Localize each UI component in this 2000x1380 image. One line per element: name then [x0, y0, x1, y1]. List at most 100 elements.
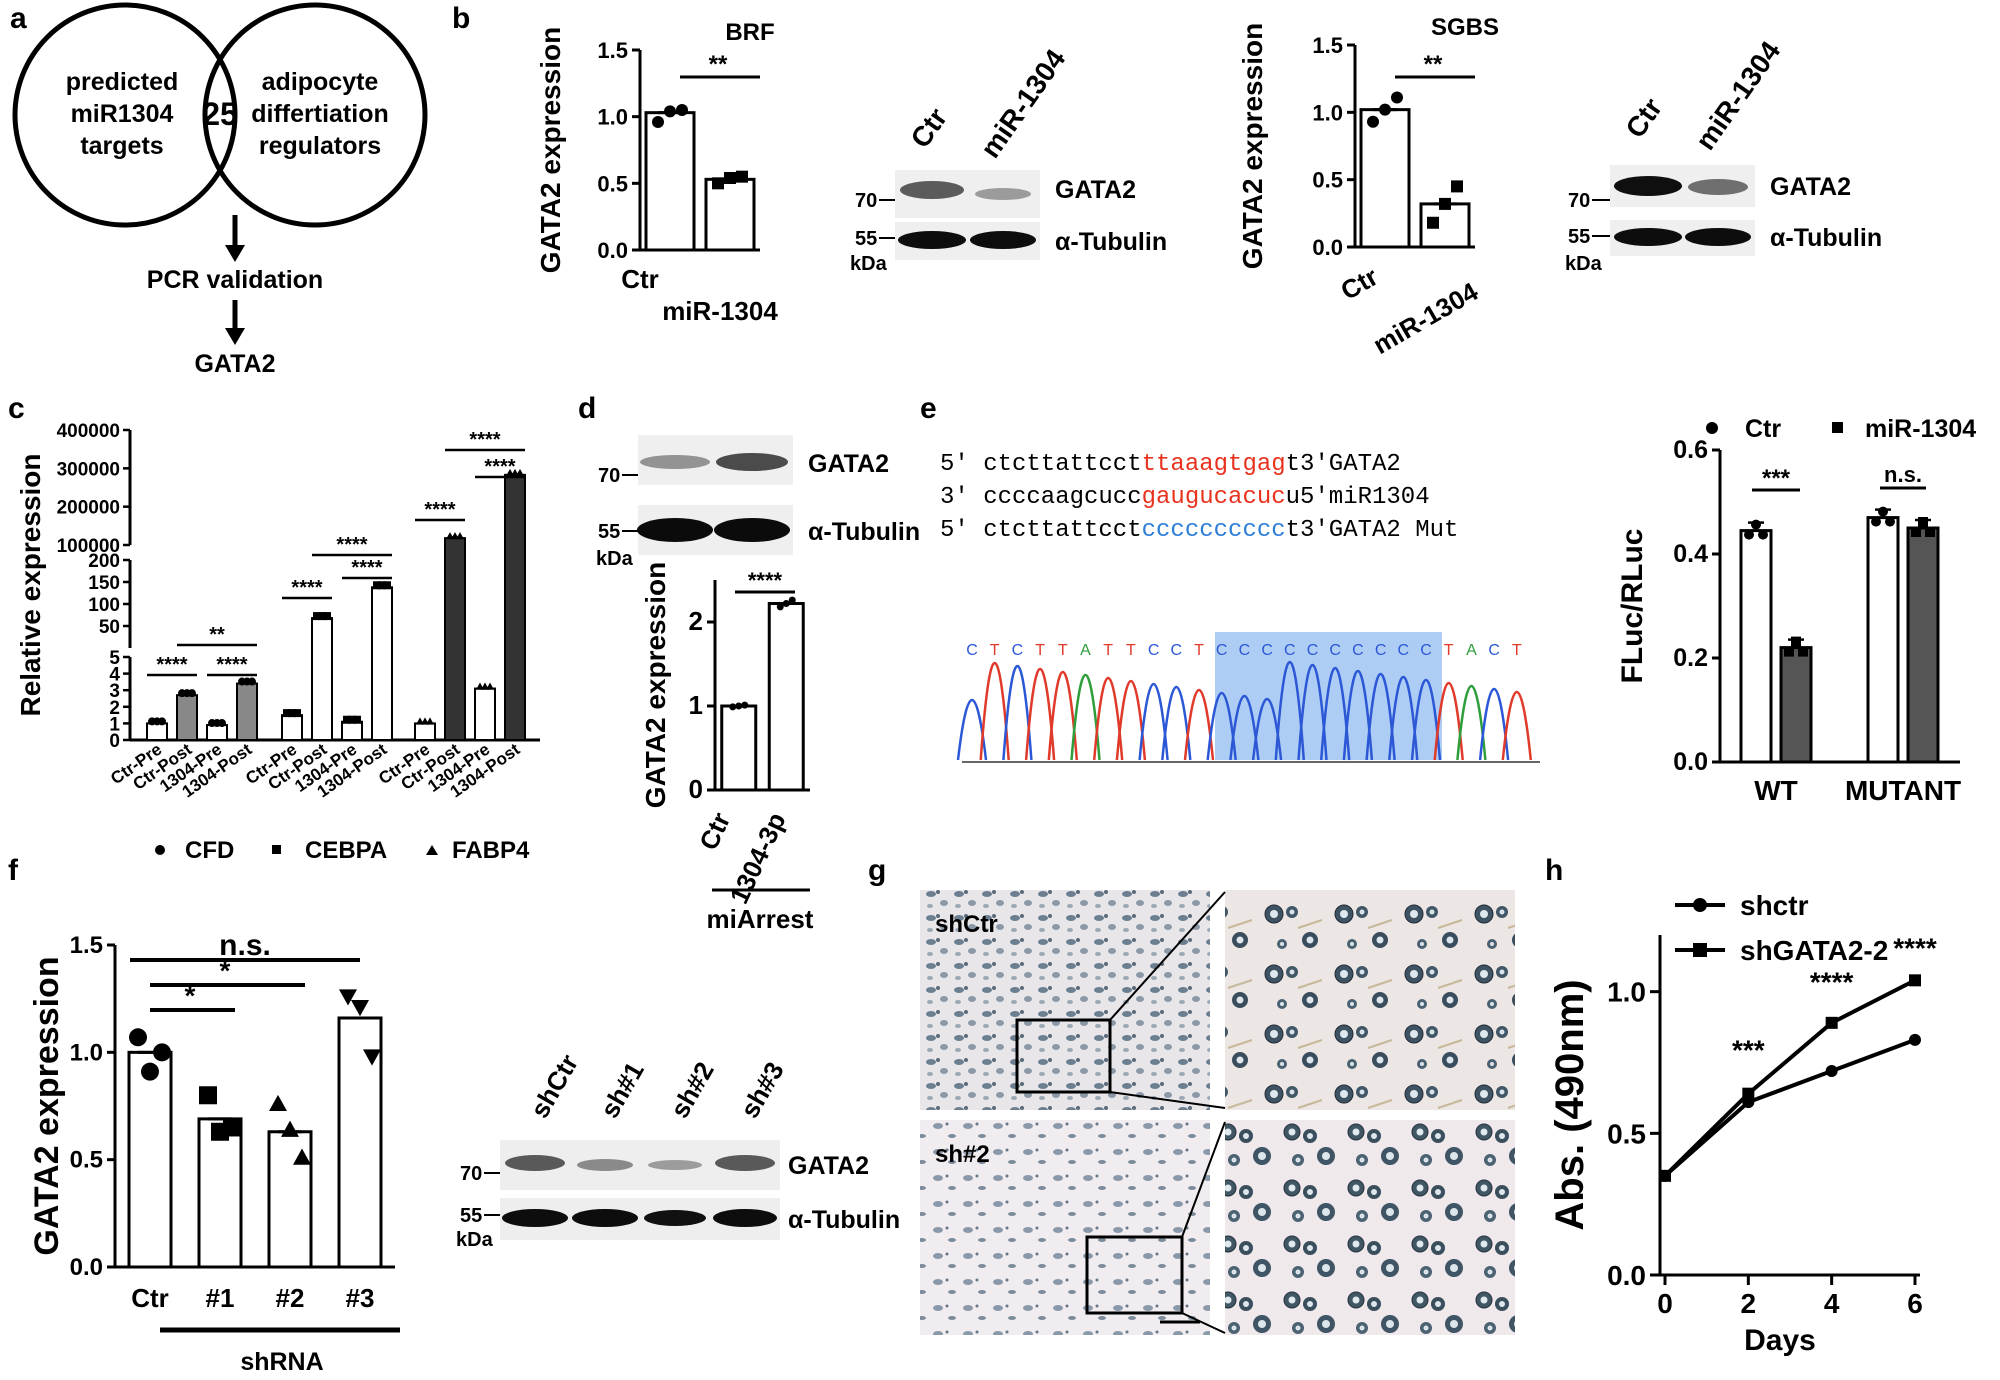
seq-line: ctcttattcctcccccccccct3′ — [983, 517, 1329, 544]
series-line — [1663, 978, 1916, 1178]
legend-marker-circle — [155, 845, 165, 855]
data-point — [313, 612, 321, 621]
significance-label: **** — [216, 654, 247, 676]
venn-left-line: predicted — [66, 68, 179, 96]
bar — [176, 694, 198, 741]
significance-label: *** — [1732, 1035, 1765, 1066]
western-blot-sgbs: Ctr miR-1304 GATA2 α-Tubulin 70 55 kDa — [1565, 35, 1882, 275]
panel-label: b — [452, 2, 470, 35]
significance-label: **** — [156, 654, 187, 676]
data-point — [724, 172, 736, 184]
data-point — [1918, 517, 1928, 527]
significance-label: **** — [469, 429, 500, 451]
x-tick-label: Ctr — [1335, 261, 1383, 306]
significance-label: n.s. — [219, 929, 271, 962]
data-point — [664, 105, 676, 118]
chromatogram-base: C — [966, 642, 978, 659]
western-blot-f: shCtr sh#1 sh#2 sh#3 GATA2 α-Tubulin 70 … — [456, 1049, 900, 1251]
blot-row-label: GATA2 — [788, 1152, 869, 1180]
seq-name: GATA2 Mut — [1329, 517, 1459, 544]
x-tick-label: Ctr — [621, 264, 659, 294]
legend: Ctr miR-1304 — [1706, 415, 1976, 443]
blot-marker: 70 — [598, 465, 620, 487]
bar — [1779, 646, 1813, 764]
chromatogram-peak — [1183, 689, 1215, 761]
bar — [767, 602, 805, 792]
significance-label: * — [220, 955, 231, 986]
chromatogram-base: C — [1352, 642, 1364, 659]
chromatogram-base: T — [1126, 642, 1136, 659]
y-axis-label: GATA2 expression — [1237, 23, 1268, 269]
blot-row-label: α-Tubulin — [1770, 224, 1882, 252]
y-tick-label: 1.0 — [1607, 977, 1646, 1008]
western-blot-brf: Ctr miR-1304 GATA2 α-Tubulin 70 55 kDa — [850, 43, 1167, 275]
y-tick-label: 100000 — [57, 536, 120, 557]
data-point — [378, 581, 386, 590]
significance-label: **** — [748, 568, 783, 593]
bar — [371, 586, 393, 742]
chromatogram-base: C — [1307, 642, 1319, 659]
y-tick-label: 0.5 — [1607, 1118, 1646, 1149]
data-point — [188, 689, 196, 698]
chromatogram-base: A — [1080, 642, 1091, 659]
chromatogram-peak — [1229, 694, 1260, 761]
chromatogram-peak — [1501, 690, 1533, 761]
significance-label: **** — [424, 499, 455, 521]
x-tick-label: 2 — [1741, 1288, 1757, 1319]
micrograph-sh2-overview — [920, 1120, 1210, 1335]
y-tick-label: 0.0 — [1607, 1260, 1646, 1291]
x-tick-label: MUTANT — [1845, 775, 1961, 806]
blot-row-label: GATA2 — [808, 450, 889, 478]
data-point — [1909, 974, 1921, 987]
y-tick-label: 1 — [109, 714, 120, 735]
y-tick-label: 0 — [689, 774, 703, 804]
legend-marker-triangle — [426, 845, 438, 855]
seq-segment: ctcttattcct — [983, 517, 1141, 544]
data-point — [1784, 646, 1794, 657]
chromatogram-peak — [1115, 680, 1147, 761]
chromatogram-peak — [1070, 673, 1101, 761]
panel-f: f 0.0 0.5 1.0 1.5 Ctr #1 #2 #3 GATA2 expression *… — [8, 854, 900, 1376]
chart-title: SGBS — [1431, 14, 1499, 41]
data-point — [735, 702, 743, 710]
bar — [720, 704, 758, 792]
legend-entry: shctr — [1740, 890, 1809, 921]
chromatogram-base: C — [1329, 642, 1341, 659]
y-tick-label: 4 — [109, 665, 120, 686]
y-tick-label: 1 — [689, 690, 703, 720]
legend-entry: miR-1304 — [1865, 415, 1976, 443]
significance-label: **** — [484, 456, 515, 478]
chart-luciferase: 0.0 0.2 0.4 0.6 FLuc/RLuc WT MUTANT *** n.s. — [1616, 436, 1961, 806]
bar — [444, 537, 466, 741]
data-point — [283, 709, 291, 718]
legend-entry: shGATA2-2 — [1740, 935, 1888, 966]
x-tick-label: miR-1304 — [662, 296, 778, 326]
data-point — [293, 1148, 311, 1165]
blot-row-label: α-Tubulin — [788, 1206, 900, 1234]
micrograph-shctr-overview — [920, 890, 1210, 1110]
seq-segment: t3′ — [1286, 451, 1329, 478]
data-point — [1791, 636, 1801, 647]
data-point — [339, 989, 357, 1006]
bar — [127, 1050, 173, 1269]
venn-right-circle — [202, 2, 428, 228]
data-point — [1451, 180, 1463, 193]
data-point — [1885, 516, 1895, 527]
y-tick-label: 50 — [99, 617, 120, 638]
blot-lane-label: miR-1304 — [975, 43, 1072, 163]
chromatogram-peak — [1410, 679, 1442, 761]
y-tick-label: 2 — [109, 698, 120, 719]
y-tick-label: 400000 — [57, 421, 120, 442]
data-point — [676, 104, 688, 116]
chromatogram-peak — [1047, 670, 1079, 761]
chromatogram-peak — [1002, 665, 1033, 761]
blot-lane-label: Ctr — [905, 102, 954, 153]
chromatogram-peak — [1161, 686, 1192, 761]
legend-entry: CEBPA — [305, 837, 387, 864]
significance-label: **** — [1893, 933, 1937, 964]
blot-marker: 70 — [460, 1163, 482, 1185]
legend-entry: Ctr — [1745, 415, 1781, 443]
